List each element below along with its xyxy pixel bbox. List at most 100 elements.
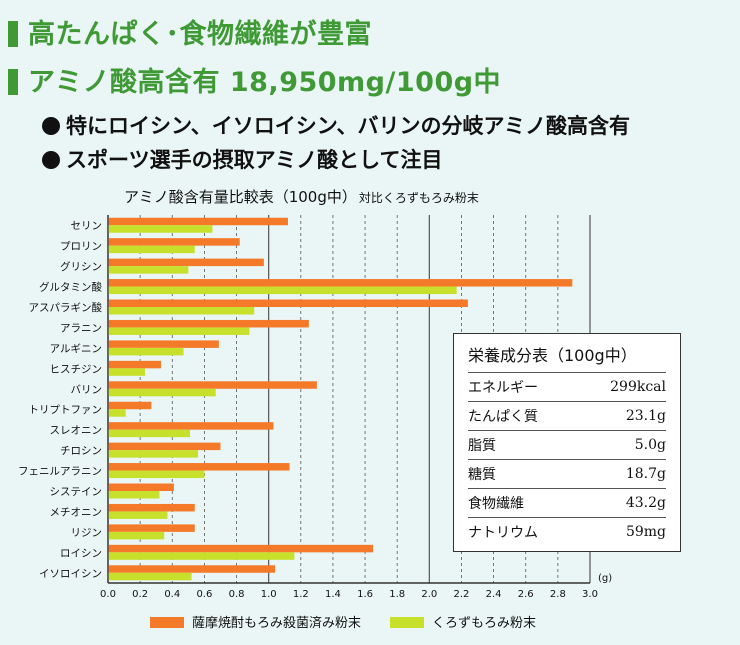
nutrition-row: エネルギー 299kcal: [468, 372, 666, 401]
bar-kurozu: [108, 572, 192, 581]
bar-shochu: [108, 483, 174, 491]
bullet-dot-icon: [42, 151, 60, 169]
bar-kurozu: [108, 307, 255, 315]
nutrition-row: 脂質 5.0g: [468, 430, 666, 459]
bar-shochu: [108, 238, 240, 246]
heading-text: 高たんぱく･食物繊維が豊富: [28, 19, 372, 50]
bullet-branched-amino: 特にロイシン、イソロイシン、バリンの分岐アミノ酸高含有: [42, 110, 630, 140]
y-category-label: リジン: [71, 527, 103, 539]
y-category-label: アルギニン: [50, 343, 102, 355]
legend-label: 薩摩焼酎もろみ殺菌済み粉末: [192, 616, 362, 631]
x-tick-label: 0.4: [164, 589, 180, 600]
x-tick-label: 2.8: [550, 589, 566, 600]
chart-subtitle: 対比くろずもろみ粉末: [358, 191, 479, 205]
bar-shochu: [108, 565, 276, 573]
bar-shochu: [108, 503, 195, 512]
nutrition-title: 栄養成分表（100g中）: [468, 346, 637, 365]
x-tick-label: 1.8: [389, 589, 405, 600]
bar-kurozu: [108, 347, 184, 356]
nutrition-value: 43.2g: [625, 495, 666, 511]
y-category-label: バリン: [71, 384, 103, 396]
x-tick-label: 2.4: [486, 589, 502, 600]
y-category-label: システイン: [50, 486, 103, 498]
x-axis-unit: (g): [598, 573, 612, 584]
bullet-text: スポーツ選手の摂取アミノ酸として注目: [66, 148, 443, 172]
x-tick-label: 0.8: [229, 589, 245, 600]
nutrition-row: 糖質 18.7g: [468, 459, 666, 488]
nutrition-value: 299kcal: [610, 379, 666, 395]
bar-kurozu: [108, 429, 190, 438]
nutrition-value: 18.7g: [625, 466, 666, 482]
nutrition-value: 59mg: [625, 524, 666, 540]
bar-shochu: [108, 258, 264, 267]
nutrition-row: ナトリウム 59mg: [468, 517, 666, 546]
legend-swatch-orange: [150, 617, 184, 628]
x-tick-label: 0.6: [196, 589, 212, 600]
bar-shochu: [108, 463, 290, 471]
legend-label: くろずもろみ粉末: [432, 616, 537, 631]
legend-item-kurozu: くろずもろみ粉末: [390, 612, 536, 631]
bar-kurozu: [108, 511, 168, 519]
bar-kurozu: [108, 388, 216, 397]
y-category-label: イソロイシン: [39, 568, 102, 580]
x-tick-label: 2.6: [518, 589, 534, 600]
x-tick-label: 1.2: [293, 589, 309, 600]
nutrition-table: 栄養成分表（100g中） エネルギー 299kcal たんぱく質 23.1g 脂質 5…: [453, 333, 681, 552]
nutrition-label: 食物繊維: [468, 496, 524, 512]
bullet-sports: スポーツ選手の摂取アミノ酸として注目: [42, 144, 443, 174]
bar-shochu: [108, 299, 468, 307]
bar-kurozu: [108, 327, 250, 335]
y-category-label: セリン: [71, 220, 103, 232]
bar-kurozu: [108, 225, 213, 233]
y-category-label: ヒスチジン: [50, 363, 103, 375]
bar-kurozu: [108, 409, 126, 417]
x-tick-label: 1.0: [261, 589, 277, 600]
x-tick-label: 0.0: [100, 589, 116, 600]
y-category-label: アスパラギン酸: [29, 301, 103, 314]
bullet-dot-icon: [42, 117, 60, 135]
nutrition-label: 脂質: [468, 438, 496, 454]
green-bar-marker: [8, 69, 18, 95]
y-category-label: トリプトファン: [29, 404, 103, 416]
x-tick-label: 0.2: [132, 589, 148, 600]
bar-shochu: [108, 217, 288, 226]
bar-kurozu: [108, 531, 165, 540]
nutrition-label: エネルギー: [468, 380, 538, 396]
legend-swatch-green: [390, 617, 424, 628]
heading-amino-acid: アミノ酸高含有 18,950mg/100g中: [8, 60, 501, 99]
bar-kurozu: [108, 491, 160, 499]
y-category-label: ロイシン: [60, 547, 102, 559]
bar-shochu: [108, 381, 317, 389]
bar-shochu: [108, 279, 573, 287]
nutrition-label: たんぱく質: [468, 409, 538, 425]
nutrition-label: ナトリウム: [468, 525, 538, 541]
bar-kurozu: [108, 552, 295, 560]
y-category-label: チロシン: [60, 445, 102, 457]
heading-high-protein: 高たんぱく･食物繊維が豊富: [8, 12, 372, 51]
x-tick-label: 1.4: [325, 589, 341, 600]
nutrition-value: 23.1g: [625, 408, 666, 424]
bar-kurozu: [108, 368, 145, 376]
y-category-label: フェニルアラニン: [18, 466, 102, 478]
bar-kurozu: [108, 245, 195, 254]
bar-kurozu: [108, 450, 198, 458]
bar-kurozu: [108, 266, 189, 274]
chart-title: アミノ酸含有量比較表（100g中） 対比くろずもろみ粉末: [124, 186, 479, 207]
nutrition-value: 5.0g: [634, 437, 666, 453]
nutrition-row: 食物繊維 43.2g: [468, 488, 666, 517]
bar-shochu: [108, 442, 221, 451]
heading-text: アミノ酸高含有 18,950mg/100g中: [28, 67, 502, 98]
bullet-text: 特にロイシン、イソロイシン、バリンの分岐アミノ酸高含有: [66, 114, 631, 138]
chart-title-text: アミノ酸含有量比較表（100g中）: [124, 188, 357, 206]
nutrition-row: たんぱく質 23.1g: [468, 401, 666, 430]
bar-kurozu: [108, 286, 457, 295]
bar-shochu: [108, 544, 374, 553]
x-tick-label: 2.0: [421, 589, 437, 600]
green-bar-marker: [8, 21, 18, 47]
bar-shochu: [108, 319, 309, 328]
bar-shochu: [108, 524, 195, 532]
y-category-label: グリシン: [60, 260, 102, 273]
bar-shochu: [108, 401, 152, 410]
bar-shochu: [108, 422, 274, 430]
